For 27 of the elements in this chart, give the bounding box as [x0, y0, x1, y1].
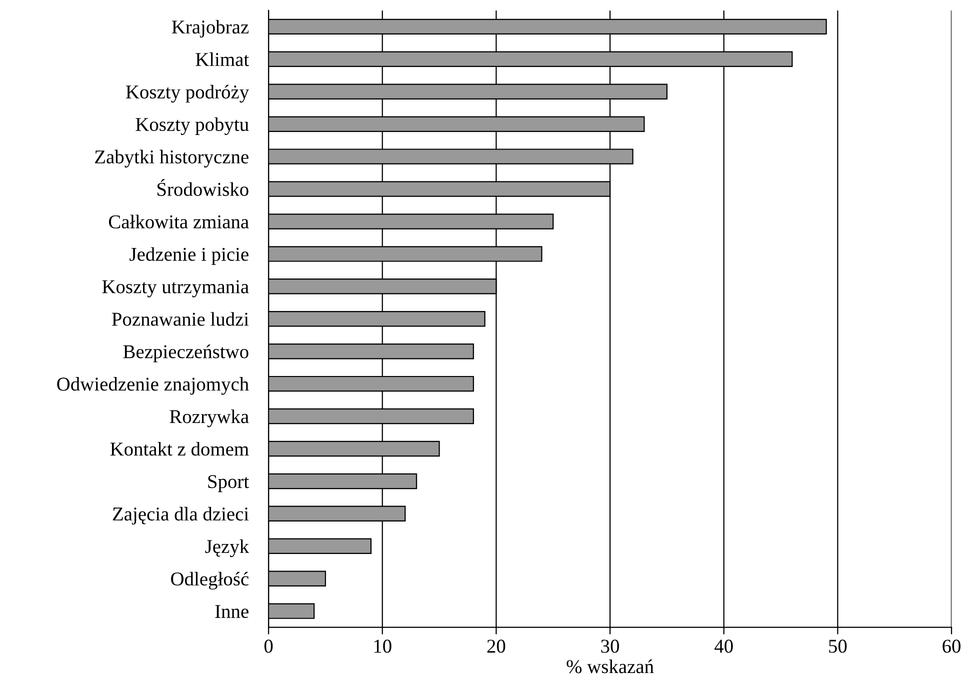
y-tick-label: Sport: [208, 475, 249, 492]
x-tick-label: 60: [942, 640, 960, 653]
x-tick-label: 50: [829, 640, 847, 653]
y-tick-label: Bezpieczeństwo: [123, 344, 248, 362]
y-tick-label: Koszty utrzymania: [102, 280, 249, 298]
x-tick-label: 40: [714, 640, 733, 653]
x-axis-title: % wskazań: [566, 659, 654, 674]
x-tick-label: 0: [264, 640, 273, 653]
y-tick-label: Koszty podróży: [126, 84, 250, 103]
y-tick-label: Koszty pobytu: [136, 117, 249, 136]
y-tick-label: Całkowita zmiana: [108, 214, 249, 228]
y-tick-label: Środowisko: [157, 179, 248, 196]
y-tick-label: Rozrywka: [170, 410, 249, 428]
y-tick-label: Odległość: [171, 572, 249, 590]
y-tick-label: Inne: [215, 605, 248, 618]
y-tick-label: Klimat: [196, 52, 249, 66]
x-tick-label: 10: [374, 640, 392, 653]
y-tick-label: Krajobraz: [172, 20, 249, 38]
x-tick-label: 20: [487, 640, 506, 653]
y-tick-label: Jedzenie i picie: [130, 247, 248, 265]
y-tick-label: Zabytki historyczne: [95, 150, 248, 168]
y-tick-label: Kontakt z domem: [110, 442, 249, 456]
y-tick-label: Odwiedzenie znajomych: [57, 377, 249, 395]
y-tick-label: Język: [205, 539, 250, 558]
y-tick-label: Poznawanie ludzi: [112, 312, 249, 326]
y-tick-label: Zajęcia dla dzieci: [112, 506, 249, 525]
x-tick-label: 30: [601, 640, 620, 653]
